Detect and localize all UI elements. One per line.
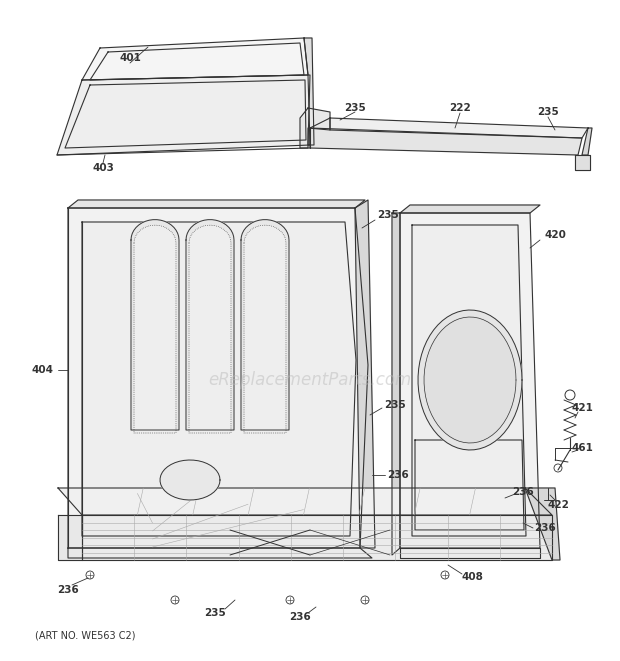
Polygon shape [134,225,176,433]
Polygon shape [82,222,356,536]
Polygon shape [82,38,308,80]
Polygon shape [57,75,310,155]
Text: 404: 404 [32,365,54,375]
Polygon shape [424,317,516,443]
Polygon shape [241,219,289,430]
Text: 420: 420 [544,230,566,240]
Text: 421: 421 [571,403,593,413]
Text: 236: 236 [387,470,409,480]
Polygon shape [304,38,314,145]
Polygon shape [68,548,372,558]
Polygon shape [525,488,560,560]
Text: 235: 235 [344,103,366,113]
Text: 422: 422 [547,500,569,510]
Polygon shape [400,548,540,558]
Text: 461: 461 [571,443,593,453]
Polygon shape [575,155,590,170]
Text: 236: 236 [512,487,534,497]
Polygon shape [68,208,368,548]
Polygon shape [330,118,588,138]
Text: 403: 403 [92,163,114,173]
Polygon shape [186,219,234,430]
Polygon shape [300,108,330,148]
Text: 235: 235 [377,210,399,220]
Polygon shape [400,205,540,213]
Polygon shape [131,219,179,430]
Polygon shape [412,225,526,536]
Text: 401: 401 [119,53,141,63]
Polygon shape [418,310,522,450]
Polygon shape [400,213,540,548]
Text: (ART NO. WE563 C2): (ART NO. WE563 C2) [35,630,136,640]
Text: 222: 222 [449,103,471,113]
Text: 236: 236 [289,612,311,622]
Polygon shape [244,225,286,433]
Polygon shape [58,515,82,560]
Polygon shape [582,128,592,155]
Text: eReplacementParts.com: eReplacementParts.com [208,371,412,389]
Polygon shape [189,225,231,433]
Text: 235: 235 [384,400,406,410]
Text: 235: 235 [204,608,226,618]
Polygon shape [58,488,552,515]
Polygon shape [355,200,375,548]
Text: 236: 236 [57,585,79,595]
Text: 236: 236 [534,523,556,533]
Text: 408: 408 [461,572,483,582]
Polygon shape [392,213,400,555]
Polygon shape [82,515,552,560]
Polygon shape [310,128,582,155]
Text: 235: 235 [537,107,559,117]
Polygon shape [68,200,365,208]
Polygon shape [160,460,220,500]
